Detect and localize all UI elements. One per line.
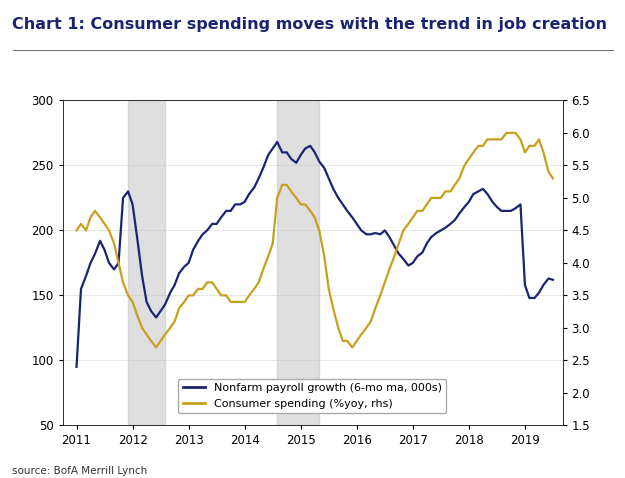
- Text: source: BofA Merrill Lynch: source: BofA Merrill Lynch: [12, 466, 148, 476]
- Legend: Nonfarm payroll growth (6-mo ma, 000s), Consumer spending (%yoy, rhs): Nonfarm payroll growth (6-mo ma, 000s), …: [178, 379, 446, 413]
- Bar: [128, 100, 165, 425]
- Bar: [277, 100, 319, 425]
- Text: Chart 1: Consumer spending moves with the trend in job creation: Chart 1: Consumer spending moves with th…: [12, 17, 608, 32]
